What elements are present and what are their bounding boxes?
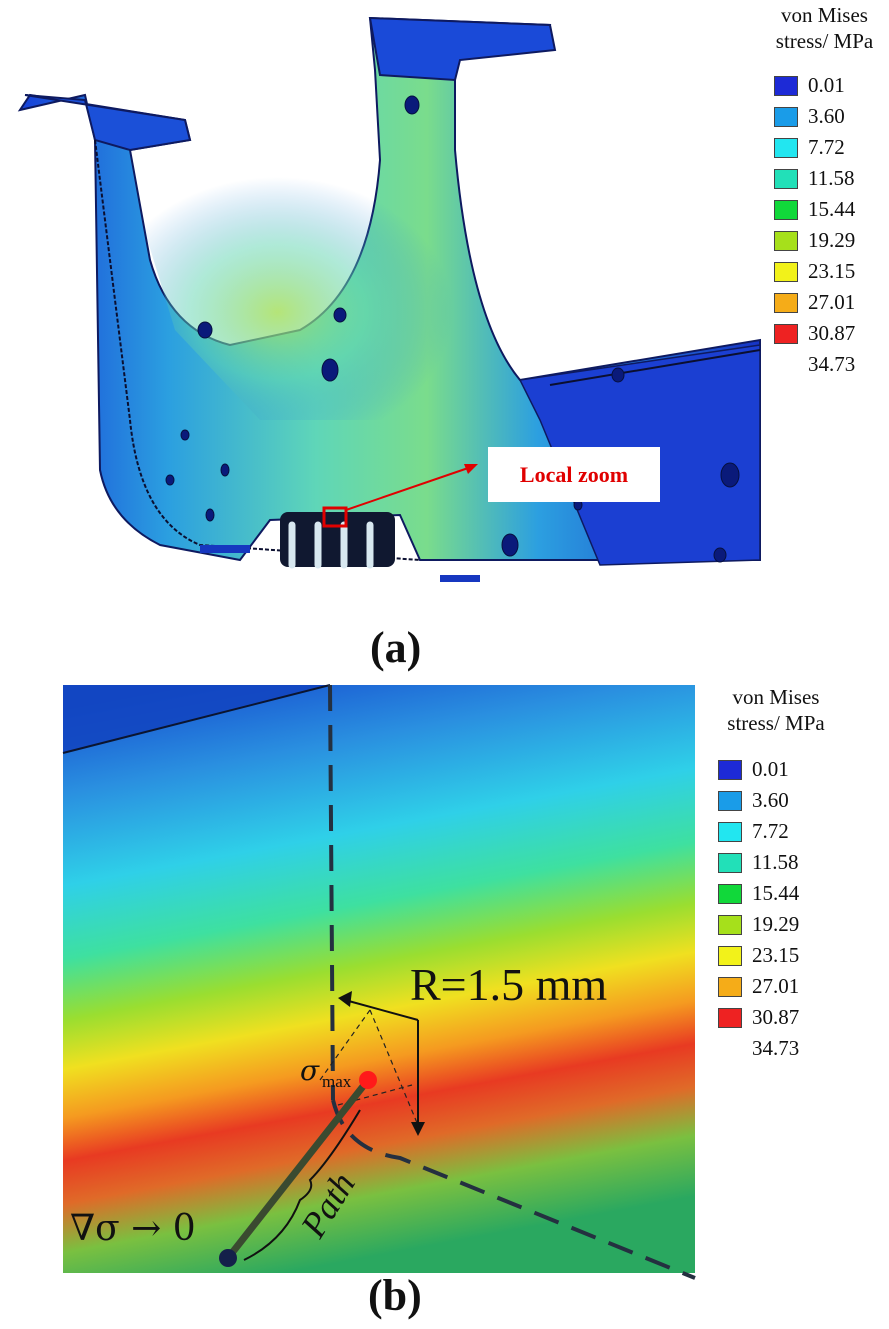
legend-rows-b: 0.01 3.60 7.72 11.58 15.44 19.29 23.15 27.01 30.… [718, 758, 846, 1068]
legend-value: 30.87 [808, 321, 856, 345]
panel-a: Local zoom von Mises stress/ MPa 0.01 3.6… [17, 2, 889, 672]
legend-value: 19.29 [752, 912, 800, 936]
legend-swatch [774, 76, 798, 96]
legend-swatch [718, 853, 742, 873]
legend-rows-a: 0.01 3.60 7.72 11.58 15.44 19.29 23.15 27.01 30.… [774, 74, 889, 384]
mounting-holes [165, 95, 740, 563]
legend-value: 0.01 [808, 73, 845, 97]
legend-swatch [718, 977, 742, 997]
legend-value: 27.01 [752, 974, 800, 998]
legend-title-line1: von Mises [732, 685, 820, 709]
legend-swatch [774, 231, 798, 251]
legend-value: 34.73 [808, 352, 856, 376]
legend-title-line2: stress/ MPa [775, 29, 874, 53]
caption-a: (a) [370, 623, 422, 672]
stress-path [225, 1077, 371, 1261]
panel-b: R=1.5 mm σ max ∇σ → 0 Path von Mises str… [0, 680, 889, 1329]
legend-value: 7.72 [808, 135, 845, 159]
legend-swatch [774, 200, 798, 220]
legend-swatch [718, 1008, 742, 1028]
legend-value: 34.73 [752, 1036, 800, 1060]
callout-box [488, 447, 660, 502]
radius-label: R=1.5 mm [410, 959, 607, 1010]
legend-swatch [774, 262, 798, 282]
zoom-marker [322, 506, 348, 528]
legend-swatch [718, 946, 742, 966]
sigma-max-point [359, 1071, 377, 1089]
legend-value: 15.44 [808, 197, 856, 221]
legend-title-line2: stress/ MPa [727, 711, 825, 735]
legend-value: 27.01 [808, 290, 856, 314]
sigma-max-symbol: σ [300, 1054, 320, 1087]
legend-swatch [718, 915, 742, 935]
legend-swatch [774, 107, 798, 127]
stress-field [63, 685, 695, 1273]
legend-swatch [774, 324, 798, 344]
legend-value: 7.72 [752, 819, 789, 843]
legend-value: 3.60 [752, 788, 789, 812]
legend-value: 30.87 [752, 1005, 800, 1029]
legend-value: 11.58 [752, 850, 799, 874]
legend-value: 19.29 [808, 228, 856, 252]
legend-swatch [774, 138, 798, 158]
stress-model-view: Local zoom [17, 16, 761, 582]
legend-value: 23.15 [752, 943, 800, 967]
legend-swatch [718, 791, 742, 811]
legend-value: 0.01 [752, 757, 789, 781]
color-legend-b: von Mises stress/ MPa 0.01 3.60 7.72 11.58 1… [706, 684, 846, 1074]
legend-swatch [774, 293, 798, 313]
local-zoom-label: Local zoom [520, 462, 628, 487]
local-zoom-view: R=1.5 mm σ max ∇σ → 0 Path [62, 684, 696, 1280]
legend-swatch [718, 822, 742, 842]
legend-value: 3.60 [808, 104, 845, 128]
caption-b: (b) [368, 1271, 422, 1320]
legend-swatch [718, 884, 742, 904]
gradient-label: ∇σ → 0 [70, 1208, 196, 1249]
legend-value: 11.58 [808, 166, 855, 190]
sigma-max-subscript: max [322, 1072, 352, 1091]
legend-swatch [718, 760, 742, 780]
legend-swatch [774, 169, 798, 189]
color-legend-a: von Mises stress/ MPa 0.01 3.60 7.72 11.58 1… [760, 2, 889, 382]
legend-value: 23.15 [808, 259, 856, 283]
zero-gradient-point [219, 1249, 237, 1267]
top-flange [368, 16, 557, 82]
legend-value: 15.44 [752, 881, 800, 905]
slot-cutouts [280, 512, 395, 569]
legend-title-line1: von Mises [781, 3, 868, 27]
